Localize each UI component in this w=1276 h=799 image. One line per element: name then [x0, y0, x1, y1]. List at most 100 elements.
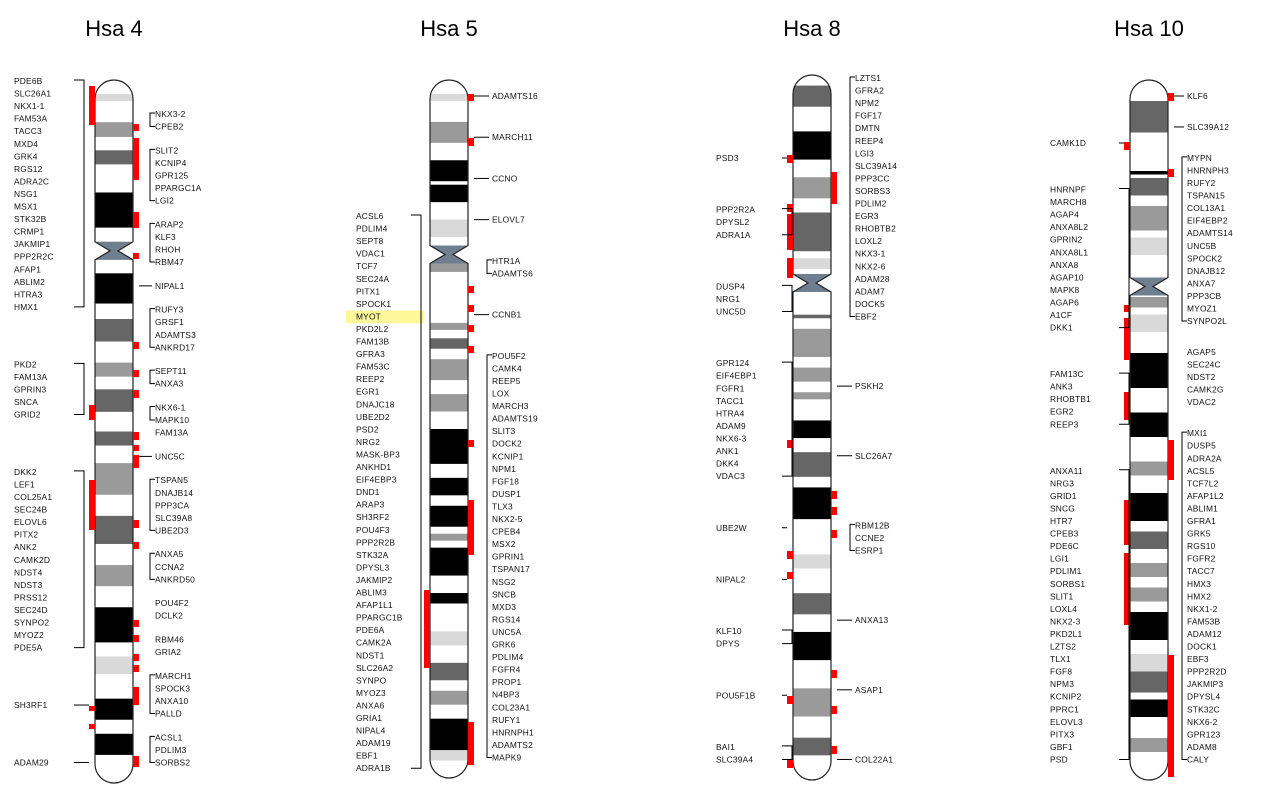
gene-label-right: COL22A1 [855, 754, 893, 764]
gene-label-right: ASAP1 [855, 685, 883, 695]
band-group [95, 80, 133, 783]
gene-label-left: CRMP1 [14, 227, 44, 237]
gene-label-left: HTRA4 [716, 408, 745, 418]
chromosome-band [1130, 521, 1168, 532]
gene-label-right: EGR3 [855, 211, 879, 221]
chromosome-band [1130, 307, 1168, 315]
chromosome-band [1130, 206, 1168, 231]
gene-label-right: ANXA5 [155, 549, 184, 559]
gene-label-left: PDLIM4 [356, 224, 388, 234]
gene-label-left: FAM13A [14, 372, 48, 382]
gene-label-right: UBE2D3 [155, 525, 189, 535]
gene-bracket [149, 674, 155, 715]
chromosome-band [95, 303, 133, 320]
chromosome-band [430, 296, 468, 324]
gene-label-right: HNRNPH3 [1187, 165, 1229, 175]
gene-label-right: ANKRD17 [155, 342, 195, 352]
gene-label-right: RBM47 [155, 257, 184, 267]
synteny-mark-left [89, 706, 95, 711]
gene-label-left: NRG3 [1050, 478, 1074, 488]
gene-label-left: RHOBTB1 [1050, 394, 1091, 404]
gene-label-left: GRK4 [14, 151, 38, 161]
chromosome-band [95, 255, 133, 274]
gene-bracket [149, 405, 155, 421]
gene-label-left: ADAM19 [356, 738, 391, 748]
synteny-mark-left [1124, 500, 1130, 545]
gene-label-left: NDST3 [14, 580, 43, 590]
gene-label-left: DUSP4 [716, 281, 745, 291]
gene-label-left: LEF1 [14, 479, 35, 489]
chromosome-band [430, 121, 468, 144]
synteny-mark-right [831, 491, 837, 499]
chromosome-band [793, 357, 831, 368]
chromosome-band [793, 438, 831, 453]
synteny-mark-left [787, 204, 793, 212]
chromosome-band [95, 319, 133, 342]
chromosome-band [430, 495, 468, 507]
gene-label-right: ADAMTS3 [155, 330, 196, 340]
gene-label-left: EGR1 [356, 387, 380, 397]
synteny-mark-right [133, 342, 139, 349]
gene-label-left: VDAC3 [716, 471, 745, 481]
gene-label-left: CAMK1D [1050, 138, 1086, 148]
chromosome-band [95, 543, 133, 566]
gene-label-left: DNAJC18 [356, 399, 395, 409]
chromosome-band [793, 381, 831, 393]
synteny-mark-left [1124, 553, 1130, 625]
gene-label-left: REEP2 [356, 374, 385, 384]
gene-label-right: PSKH2 [855, 381, 884, 391]
gene-label-left: SNCA [14, 397, 38, 407]
gene-label-right: NIPAL1 [155, 281, 185, 291]
synteny-mark-right [133, 687, 139, 705]
gene-label-left: ABLIM3 [356, 588, 387, 598]
gene-label-right: PPP3CC [855, 173, 890, 183]
gene-label-right: RUFY3 [155, 305, 184, 315]
synteny-mark-left [787, 572, 793, 579]
gene-label-left: ANK2 [14, 542, 37, 552]
chromosome-band [95, 94, 133, 102]
synteny-mark-right [1168, 655, 1174, 777]
chromosome-band [430, 338, 468, 350]
chromosome-band [1130, 174, 1168, 179]
chromosome-band [95, 565, 133, 587]
gene-label-left: ANXA11 [1050, 466, 1083, 476]
chromosome-band [793, 318, 831, 330]
synteny-mark-right [133, 455, 139, 468]
gene-label-right: GFRA2 [855, 86, 884, 96]
gene-label-right: UNC5B [1187, 241, 1217, 251]
gene-label-left: PITX1 [356, 286, 380, 296]
gene-label-right: SLIT2 [155, 145, 178, 155]
gene-label-left: PITX3 [1050, 729, 1074, 739]
gene-label-left: NPM3 [1050, 679, 1074, 689]
gene-label-right: SLIT3 [492, 426, 515, 436]
gene-label-right: MXI1 [1187, 428, 1207, 438]
chromosome-band [430, 631, 468, 646]
gene-label-left: PKD2 [14, 359, 37, 369]
gene-label-left: SLC26A1 [14, 89, 51, 99]
gene-label-left: AFAP1L1 [356, 600, 393, 610]
chromosome-band [95, 227, 133, 242]
gene-label-left: DPYSL3 [356, 562, 389, 572]
chromosome-band [793, 755, 831, 780]
gene-label-right: ADAMTS6 [492, 268, 533, 278]
gene-label-right: ADAM8 [1187, 742, 1217, 752]
gene-label-right: ARAP2 [155, 219, 184, 229]
chromosome-band [1130, 178, 1168, 196]
gene-label-left: HTRA3 [14, 289, 43, 299]
chromosome-band [793, 476, 831, 488]
gene-label-right: NKX6-2 [1187, 717, 1218, 727]
chromosome-band [430, 100, 468, 123]
gene-label-left: A1CF [1050, 310, 1072, 320]
chromosome-band [793, 212, 831, 252]
chromosome-band [430, 662, 468, 681]
gene-label-left: MSX1 [14, 202, 38, 212]
gene-label-left: PSD2 [356, 424, 379, 434]
gene-label-right: ADAM12 [1187, 629, 1222, 639]
gene-label-right: FAM13A [155, 428, 189, 438]
gene-label-left: NSG1 [14, 189, 38, 199]
chromosome-band [95, 607, 133, 643]
chromosome-hsa5: Hsa 5 ACSL6 PDLIM4 SEPT8 VDAC1 TCF7 SEC24A PIT… [346, 16, 538, 779]
chromosome-band [95, 463, 133, 496]
synteny-mark-right [133, 635, 139, 642]
chromosome-band [430, 680, 468, 692]
